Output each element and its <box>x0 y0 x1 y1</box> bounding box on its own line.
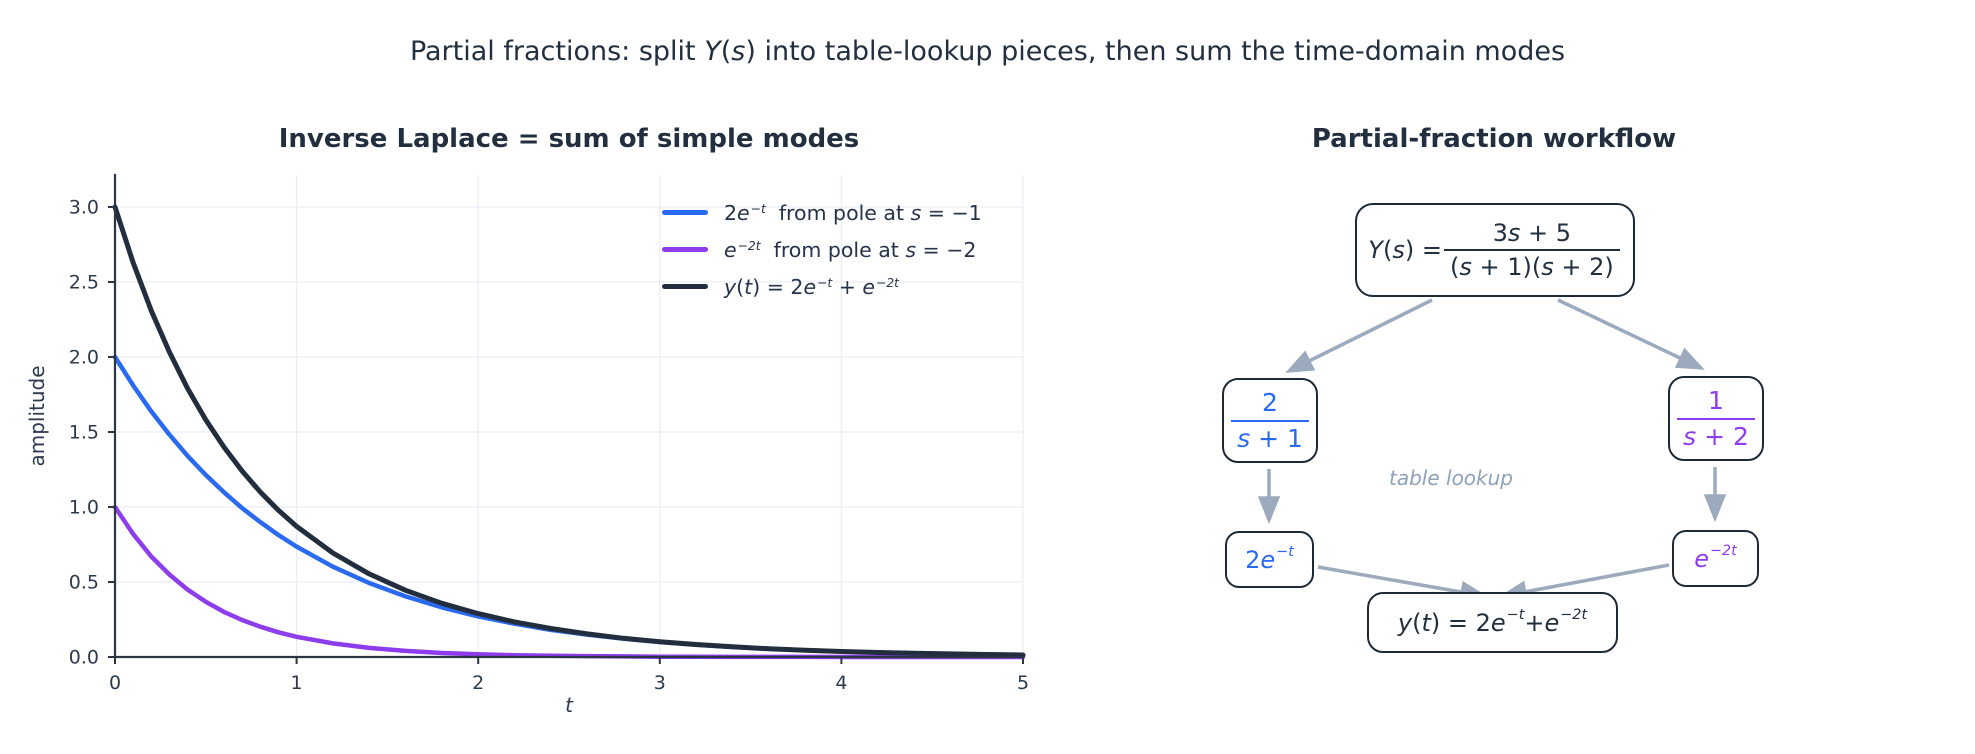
left-chart-title: Inverse Laplace = sum of simple modes <box>278 124 860 154</box>
workflow-title: Partial-fraction workflow <box>1311 124 1677 154</box>
table-lookup-label: table lookup <box>1389 466 1513 490</box>
mode-chart: 0 1 2 3 4 5 0.0 0.5 1.0 1.5 2.0 2.5 3.0 amplitude t <box>25 173 1029 717</box>
box-yt-sum: y(t) = 2 e −t + e −2t <box>1367 592 1618 653</box>
y-axis-label: amplitude <box>25 365 49 466</box>
legend-label: e−2t from pole at s = −2 <box>724 237 977 262</box>
legend-item-sum: y(t) = 2e−t + e−2t <box>662 268 982 305</box>
svg-text:2.0: 2.0 <box>69 347 99 369</box>
tick-labels: 0 1 2 3 4 5 0.0 0.5 1.0 1.5 2.0 2.5 3.0 <box>69 197 1029 695</box>
legend-line-sample <box>662 247 708 252</box>
svg-text:0.5: 0.5 <box>69 572 99 594</box>
figure-title: Partial fractions: split Y(s) into table… <box>409 36 1566 67</box>
svg-text:5: 5 <box>1017 672 1029 694</box>
svg-text:1.5: 1.5 <box>69 422 99 444</box>
svg-text:4: 4 <box>835 672 847 694</box>
svg-text:0: 0 <box>109 672 121 694</box>
arrow-split-right <box>1557 298 1705 370</box>
legend-line-sample <box>662 284 708 289</box>
chart-legend: 2e−t from pole at s = −1 e−2t from pole … <box>662 194 982 305</box>
legend-line-sample <box>662 210 708 215</box>
x-axis-label: t <box>565 693 574 717</box>
curve-sum <box>112 204 1026 658</box>
box-Ys-fraction: Y(s) = 3s + 5 (s + 1)(s + 2) <box>1355 203 1635 297</box>
svg-text:2.5: 2.5 <box>69 272 99 294</box>
svg-text:2: 2 <box>472 672 484 694</box>
legend-item-mode1: 2e−t from pole at s = −1 <box>662 194 982 231</box>
box-mode-2e-t: 2 e −t <box>1225 531 1314 588</box>
curve-mode-1 <box>112 354 1026 658</box>
axes-spines <box>113 173 1025 659</box>
svg-text:0.0: 0.0 <box>69 647 99 669</box>
svg-text:1.0: 1.0 <box>69 497 99 519</box>
box-mode-e-2t: e −2t <box>1672 530 1759 587</box>
arrow-split-left <box>1285 298 1433 373</box>
legend-item-mode2: e−2t from pole at s = −2 <box>662 231 982 268</box>
svg-text:3: 3 <box>654 672 666 694</box>
svg-text:1: 1 <box>291 672 303 694</box>
svg-text:3.0: 3.0 <box>69 197 99 219</box>
grid-lines <box>115 175 1024 657</box>
legend-label: 2e−t from pole at s = −1 <box>724 200 982 225</box>
legend-label: y(t) = 2e−t + e−2t <box>724 274 899 299</box>
tick-marks <box>108 206 1024 664</box>
